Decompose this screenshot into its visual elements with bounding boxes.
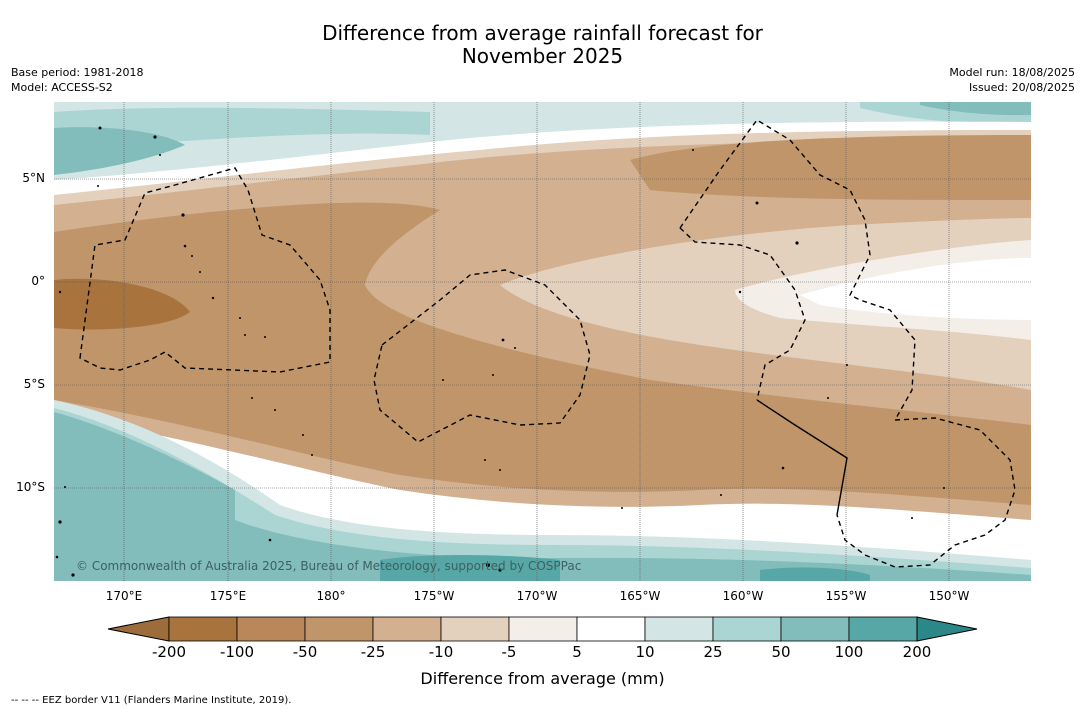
lat-label: 5°N (22, 171, 45, 185)
colorbar-box (780, 616, 850, 642)
colorbar-tick: -200 (151, 643, 187, 661)
colorbar-tick: 50 (771, 643, 791, 661)
lat-label: 0° (31, 274, 45, 288)
meta-right: Model run: 18/08/2025 Issued: 20/08/2025 (949, 65, 1075, 95)
colorbar-box (440, 616, 510, 642)
lat-label: 10°S (16, 480, 45, 494)
colorbar-box (168, 616, 238, 642)
islands (55, 126, 945, 577)
lon-label: 160°W (722, 589, 764, 603)
eez-borders (79, 119, 1016, 568)
lon-label: 170°W (516, 589, 558, 603)
colorbar-tick: -100 (219, 643, 255, 661)
colorbar-tick: 100 (834, 643, 864, 661)
lon-label: 150°W (928, 589, 970, 603)
lon-label: 170°E (105, 589, 143, 603)
colorbar-tick: -25 (360, 643, 386, 661)
model-run: Model run: 18/08/2025 (949, 66, 1075, 79)
colorbar (107, 616, 978, 642)
model-name: Model: ACCESS-S2 (11, 81, 113, 94)
lon-label: 165°W (619, 589, 661, 603)
colorbar-extend-low (107, 616, 170, 642)
lon-label: 180° (316, 589, 346, 603)
colorbar-box (848, 616, 918, 642)
chart-title: Difference from average rainfall forecas… (0, 22, 1085, 68)
lon-label: 175°E (209, 589, 247, 603)
graticule (54, 102, 1031, 581)
colorbar-title: Difference from average (mm) (420, 669, 665, 688)
meta-left: Base period: 1981-2018 Model: ACCESS-S2 (11, 65, 143, 95)
colorbar-box (576, 616, 646, 642)
colorbar-tick: -50 (292, 643, 318, 661)
lon-label: 175°W (413, 589, 455, 603)
colorbar-tick: 200 (902, 643, 932, 661)
colorbar-box (644, 616, 714, 642)
colorbar-tick: -10 (428, 643, 454, 661)
colorbar-extend-high (916, 616, 978, 642)
colorbar-boxes (168, 616, 918, 642)
map-credit: © Commonwealth of Australia 2025, Bureau… (76, 559, 581, 573)
colorbar-tick: 25 (703, 643, 723, 661)
lon-label: 155°W (825, 589, 867, 603)
colorbar-box (508, 616, 578, 642)
colorbar-tick: 10 (635, 643, 655, 661)
title-line-2: November 2025 (461, 44, 624, 68)
colorbar-box (236, 616, 306, 642)
colorbar-box (372, 616, 442, 642)
eez-solid-border (756, 399, 848, 516)
colorbar-box (712, 616, 782, 642)
colorbar-tick: 5 (572, 643, 582, 661)
eez-footnote: -- -- -- EEZ border V11 (Flanders Marine… (11, 695, 292, 706)
colorbar-box (304, 616, 374, 642)
base-period: Base period: 1981-2018 (11, 66, 144, 79)
lat-label: 5°S (23, 377, 45, 391)
title-line-1: Difference from average rainfall forecas… (322, 21, 763, 45)
issued-date: Issued: 20/08/2025 (968, 81, 1075, 94)
colorbar-tick: -5 (501, 643, 517, 661)
rainfall-anomaly-field (54, 102, 1031, 581)
